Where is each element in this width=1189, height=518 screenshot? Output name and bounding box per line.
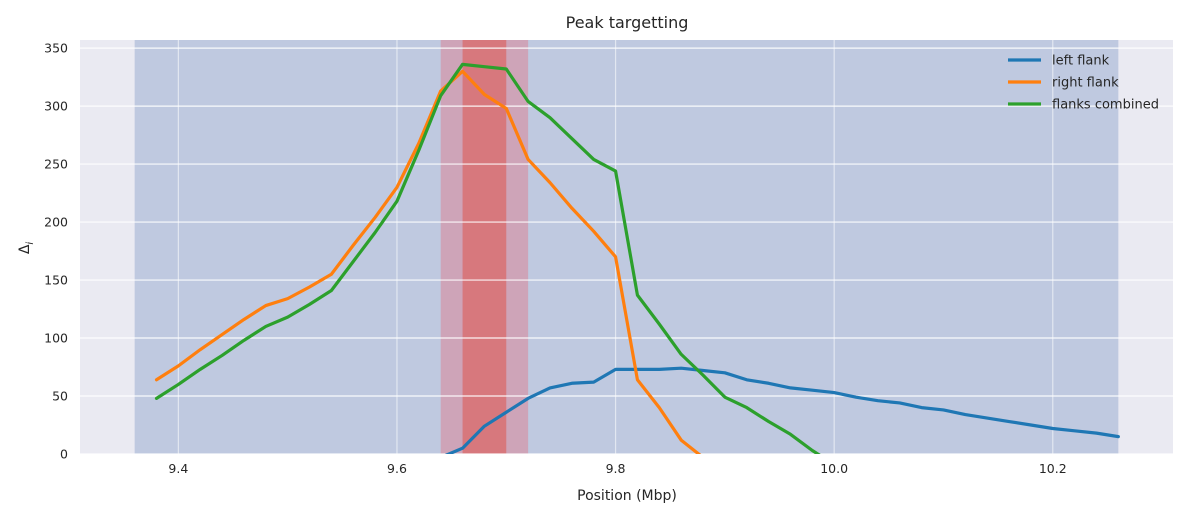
chart-title: Peak targetting bbox=[566, 13, 689, 32]
series-lines bbox=[154, 62, 1120, 454]
y-tick-label: 100 bbox=[44, 331, 68, 346]
x-axis-label: Position (Mbp) bbox=[577, 488, 677, 504]
y-axis-label-symbol: Δ bbox=[17, 244, 33, 254]
x-tick-label: 9.4 bbox=[168, 461, 188, 476]
x-tick-label: 10.2 bbox=[1039, 461, 1067, 476]
y-axis-label: Δi bbox=[17, 242, 36, 255]
x-tick-label: 10.0 bbox=[820, 461, 848, 476]
legend-entry: flanks combined bbox=[1008, 98, 1159, 113]
x-tick-label: 9.6 bbox=[387, 461, 407, 476]
tick-labels: 9.4 9.6 9.8 10.0 10.2 0 50 100 150 200 250 300 350 bbox=[44, 41, 1067, 476]
legend-entry: right flank bbox=[1008, 76, 1119, 91]
plot-area: 9.4 9.6 9.8 10.0 10.2 0 50 100 150 200 250 300 350 bbox=[44, 40, 1173, 476]
x-tick-label: 9.8 bbox=[606, 461, 626, 476]
highlight-span-2 bbox=[462, 40, 507, 454]
y-axis-label-text: Δi bbox=[17, 242, 36, 255]
legend-entry: left flank bbox=[1008, 54, 1110, 69]
y-tick-label: 50 bbox=[52, 389, 68, 404]
y-tick-label: 250 bbox=[44, 157, 68, 172]
plot-background bbox=[80, 40, 1173, 454]
y-tick-label: 200 bbox=[44, 215, 68, 230]
legend-label: flanks combined bbox=[1052, 98, 1159, 113]
y-tick-label: 300 bbox=[44, 99, 68, 114]
y-axis-label-subscript: i bbox=[25, 242, 36, 245]
y-tick-label: 350 bbox=[44, 41, 68, 56]
highlight-spans bbox=[134, 40, 1119, 454]
series-line-left-flank bbox=[444, 366, 1120, 454]
series-line-flanks-combined bbox=[154, 62, 821, 454]
series-line-right-flank bbox=[154, 69, 702, 454]
legend-label: left flank bbox=[1052, 54, 1110, 69]
grid bbox=[80, 40, 1173, 455]
legend-label: right flank bbox=[1052, 76, 1119, 91]
legend: left flank right flank flanks combined bbox=[1008, 54, 1159, 113]
y-tick-label: 0 bbox=[60, 447, 68, 462]
highlight-span-0 bbox=[134, 40, 1119, 454]
y-tick-label: 150 bbox=[44, 273, 68, 288]
